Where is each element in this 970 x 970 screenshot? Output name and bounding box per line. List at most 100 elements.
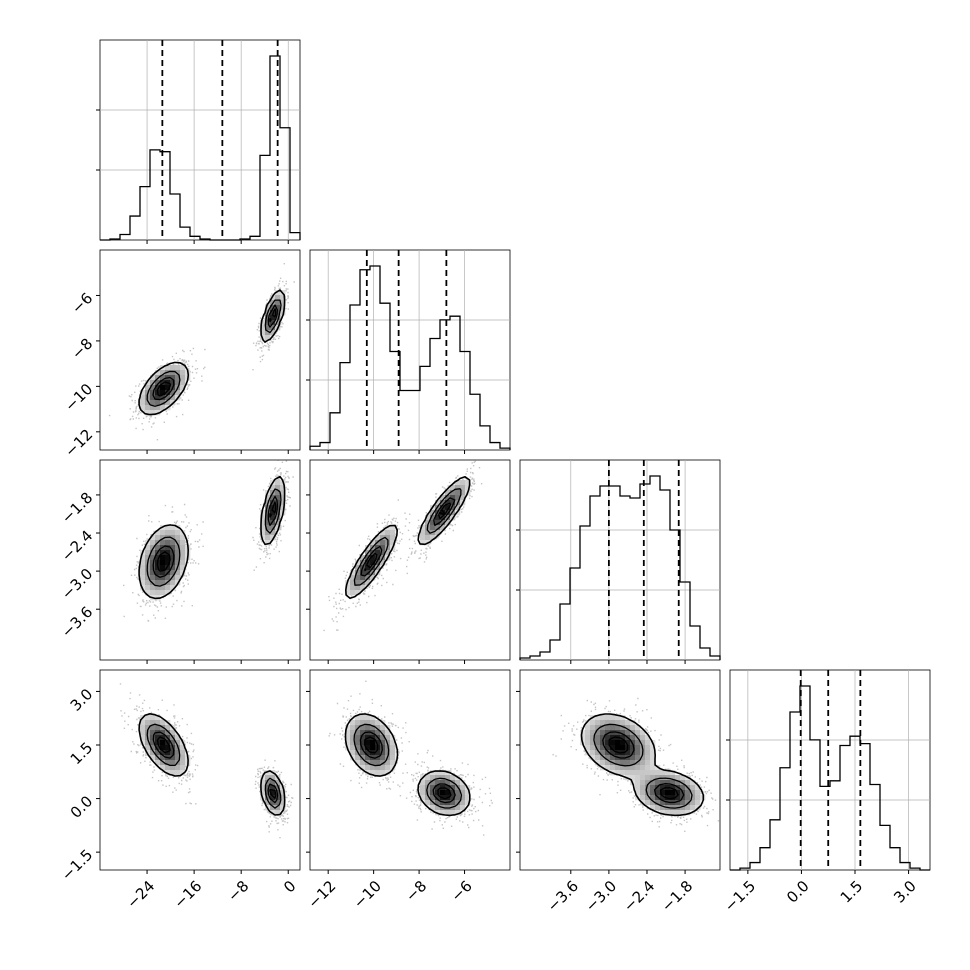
density-cell	[270, 780, 276, 786]
density-cell	[620, 740, 626, 746]
density-cell	[280, 295, 286, 301]
density-cell	[260, 520, 266, 526]
density-cell	[655, 780, 661, 786]
density-cell	[610, 725, 616, 731]
y-tick-label: −3.6	[58, 603, 96, 641]
density-cell	[605, 740, 611, 746]
density-cell	[365, 765, 371, 771]
density-cell	[170, 575, 176, 581]
density-cell	[140, 725, 146, 731]
density-cell	[615, 745, 621, 751]
density-cell	[160, 760, 166, 766]
density-cell	[590, 730, 596, 736]
density-cell	[385, 770, 391, 776]
density-cell	[145, 575, 151, 581]
density-cell	[140, 730, 146, 736]
density-cell	[280, 300, 286, 306]
density-cell	[380, 770, 386, 776]
density-cell	[150, 395, 156, 401]
density-cell	[170, 390, 176, 396]
density-cell	[605, 730, 611, 736]
density-cell	[150, 550, 156, 556]
density-cell	[640, 770, 646, 776]
density-cell	[160, 720, 166, 726]
density-cell	[620, 730, 626, 736]
density-cell	[375, 730, 381, 736]
density-cell	[270, 790, 276, 796]
density-cell	[450, 800, 456, 806]
density-cell	[625, 770, 631, 776]
panel-content	[108, 263, 295, 441]
density-cell	[150, 390, 156, 396]
density-cell	[600, 720, 606, 726]
density-cell	[635, 785, 641, 791]
density-cell	[180, 755, 186, 761]
density-cell	[670, 810, 676, 816]
density-cell	[645, 735, 651, 741]
panel-content	[328, 680, 493, 836]
density-cell	[140, 560, 146, 566]
density-cell	[165, 745, 171, 751]
density-cell	[585, 730, 591, 736]
density-cell	[460, 480, 466, 486]
density-cell	[175, 535, 181, 541]
density-cell	[165, 760, 171, 766]
density-cell	[605, 760, 611, 766]
density-cell	[155, 530, 161, 536]
histogram-frame	[729, 669, 931, 871]
density-cell	[165, 750, 171, 756]
y-tick-label: −1.5	[58, 846, 96, 884]
density-cell	[270, 500, 276, 506]
density-cell	[635, 730, 641, 736]
density-cell	[355, 735, 361, 741]
density-cell	[355, 560, 361, 566]
density-cell	[380, 530, 386, 536]
density-cell	[260, 515, 266, 521]
density-cell	[435, 530, 441, 536]
density-cell	[445, 520, 451, 526]
density-cell	[430, 775, 436, 781]
density-cell	[595, 760, 601, 766]
density-cell	[355, 745, 361, 751]
density-cell	[175, 750, 181, 756]
density-cell	[430, 515, 436, 521]
density-cell	[270, 795, 276, 801]
histogram-step-line	[309, 265, 511, 450]
density-cell	[275, 785, 281, 791]
density-cell	[625, 725, 631, 731]
density-cell	[690, 785, 696, 791]
density-cell	[160, 560, 166, 566]
density-cell	[610, 740, 616, 746]
density-cell	[445, 785, 451, 791]
density-cell	[455, 485, 461, 491]
density-cell	[175, 550, 181, 556]
density-cell	[165, 725, 171, 731]
density-cell	[265, 325, 271, 331]
density-cell	[170, 765, 176, 771]
density-cell	[460, 790, 466, 796]
density-cell	[175, 545, 181, 551]
density-cell	[450, 490, 456, 496]
density-cell	[430, 535, 436, 541]
density-cell	[680, 810, 686, 816]
density-cell	[180, 370, 186, 376]
density-cell	[150, 375, 156, 381]
density-cell	[265, 505, 271, 511]
density-cell	[280, 495, 286, 501]
density-cell	[365, 580, 371, 586]
density-cell	[280, 800, 286, 806]
density-cell	[385, 735, 391, 741]
density-cell	[160, 575, 166, 581]
scatter-panel-p2-p3	[519, 669, 721, 871]
density-cell	[260, 325, 266, 331]
density-cell	[175, 560, 181, 566]
density-cell	[670, 795, 676, 801]
density-cell	[440, 495, 446, 501]
density-cell	[630, 755, 636, 761]
density-cell	[600, 735, 606, 741]
y-tick-label: −2.4	[58, 527, 96, 565]
density-cell	[155, 745, 161, 751]
density-cell	[165, 395, 171, 401]
contour-level-2	[146, 723, 282, 809]
density-cell	[170, 730, 176, 736]
